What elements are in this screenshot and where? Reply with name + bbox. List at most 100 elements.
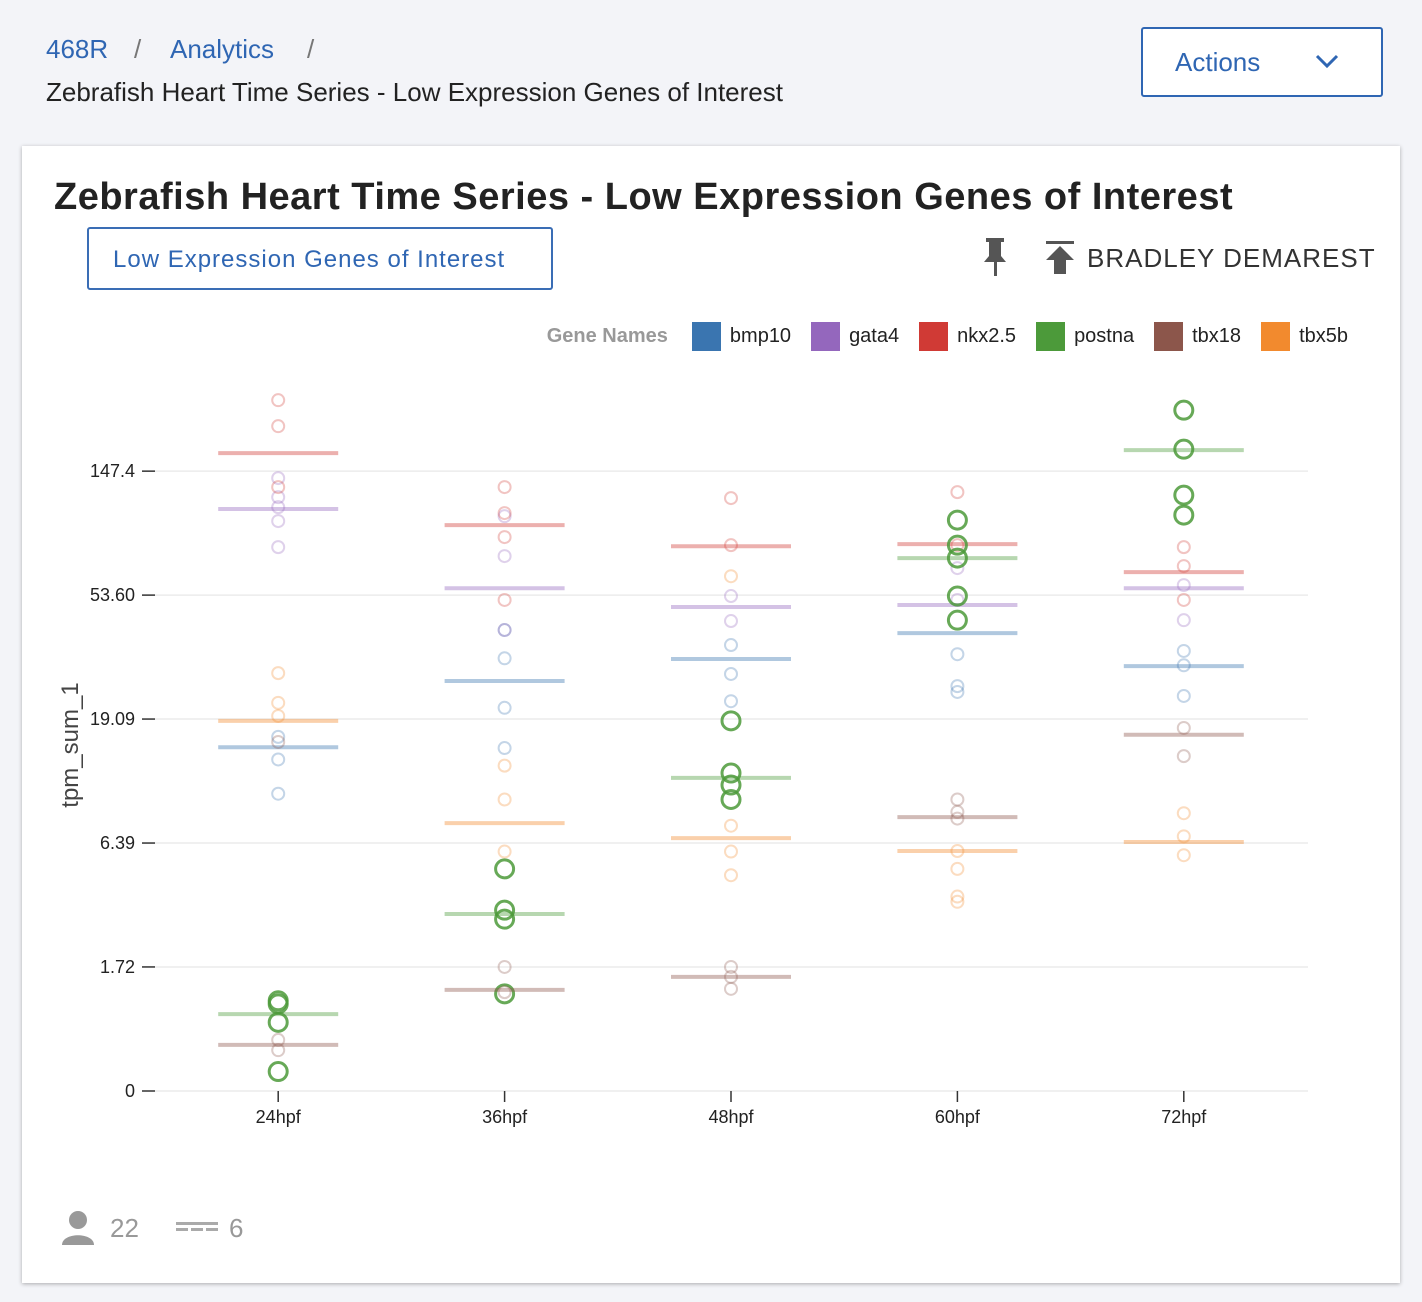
data-point	[950, 811, 965, 826]
series-icon	[176, 1222, 218, 1231]
x-tick-label: 24hpf	[256, 1107, 302, 1127]
data-point	[950, 894, 965, 909]
data-point	[271, 666, 286, 681]
data-point	[497, 623, 512, 638]
data-point	[946, 534, 968, 556]
y-tick-label: 0	[125, 1081, 135, 1101]
data-point	[950, 485, 965, 500]
users-icon	[62, 1211, 94, 1245]
data-point	[724, 491, 738, 506]
legend-label: bmp10	[729, 325, 792, 347]
legend-item: gata4	[811, 322, 899, 351]
data-point	[497, 509, 512, 524]
data-point	[271, 514, 286, 529]
data-point	[724, 538, 738, 553]
tag-label: Low Expression Genes of Interest	[113, 246, 506, 273]
data-point	[1176, 848, 1191, 863]
data-point	[724, 694, 738, 709]
data-point	[1176, 559, 1191, 574]
data-point	[497, 592, 512, 607]
data-point	[950, 889, 965, 904]
data-point	[494, 899, 516, 921]
data-point	[271, 729, 286, 744]
y-tick-label: 53.60	[90, 585, 135, 605]
y-tick-label: 19.09	[90, 709, 135, 729]
breadcrumb-link[interactable]: 468R	[46, 34, 109, 64]
data-point	[720, 762, 742, 784]
legend-label: gata4	[849, 325, 900, 347]
data-point	[1176, 688, 1191, 703]
data-point	[494, 908, 516, 930]
legend-swatch	[1036, 322, 1066, 351]
data-point	[497, 792, 512, 807]
data-point	[497, 480, 512, 495]
data-point	[724, 666, 738, 681]
tag-button[interactable]: Low Expression Genes of Interest	[87, 227, 553, 290]
legend-item: nkx2.5	[919, 322, 1016, 351]
data-point	[497, 758, 512, 773]
breadcrumb-link[interactable]: Analytics	[170, 34, 275, 64]
data-point	[271, 480, 286, 495]
legend-label: postna	[1074, 325, 1135, 347]
data-point	[946, 609, 968, 631]
data-point	[271, 786, 286, 801]
upload-icon[interactable]	[1046, 241, 1074, 274]
data-point	[497, 549, 512, 564]
data-point	[271, 695, 286, 710]
pin-icon[interactable]	[984, 238, 1006, 276]
data-point	[271, 490, 286, 505]
data-point	[724, 969, 738, 984]
card-icons	[984, 238, 1074, 276]
data-point	[946, 585, 968, 607]
data-point	[497, 530, 512, 545]
data-point	[950, 804, 965, 819]
data-point	[1173, 438, 1195, 460]
y-tick-label: 6.39	[100, 833, 135, 853]
actions-button[interactable]: Actions	[1141, 27, 1383, 97]
data-point	[494, 983, 516, 1005]
data-point	[950, 679, 965, 694]
data-point	[1176, 592, 1191, 607]
data-point	[950, 684, 965, 699]
data-point	[724, 818, 738, 833]
card-title: Zebrafish Heart Time Series - Low Expres…	[54, 176, 1234, 218]
data-point	[271, 1043, 286, 1058]
author: BRADLEY DEMAREST	[1087, 243, 1376, 273]
data-point	[724, 638, 738, 653]
legend-item: bmp10	[691, 322, 792, 351]
series-count: 6	[229, 1213, 244, 1243]
data-point	[950, 538, 965, 553]
data-point	[950, 861, 965, 876]
legend-swatch	[691, 322, 721, 351]
data-point	[1176, 658, 1191, 673]
data-point	[1176, 829, 1191, 844]
data-point	[271, 708, 286, 723]
data-point	[724, 614, 738, 629]
data-point	[950, 844, 965, 859]
data-point	[950, 792, 965, 807]
data-point	[720, 774, 742, 796]
data-point	[497, 985, 512, 1000]
data-point	[271, 393, 286, 408]
users-count: 22	[110, 1213, 139, 1243]
data-point	[946, 509, 968, 531]
data-point	[724, 868, 738, 883]
chevron-icon	[1315, 54, 1339, 69]
x-tick-label: 60hpf	[935, 1107, 981, 1127]
data-point	[946, 547, 968, 569]
data-point	[267, 1061, 289, 1083]
data-point	[724, 959, 738, 974]
data-point	[497, 506, 512, 521]
data-point	[497, 700, 512, 715]
legend-swatch	[811, 322, 841, 351]
data-point	[497, 741, 512, 756]
data-point	[271, 540, 286, 555]
data-point	[497, 959, 512, 974]
data-point	[720, 788, 742, 810]
data-point	[950, 561, 965, 576]
y-axis-label: tpm_sum_1	[57, 682, 84, 807]
data-point	[1173, 484, 1195, 506]
data-point	[1176, 613, 1191, 628]
